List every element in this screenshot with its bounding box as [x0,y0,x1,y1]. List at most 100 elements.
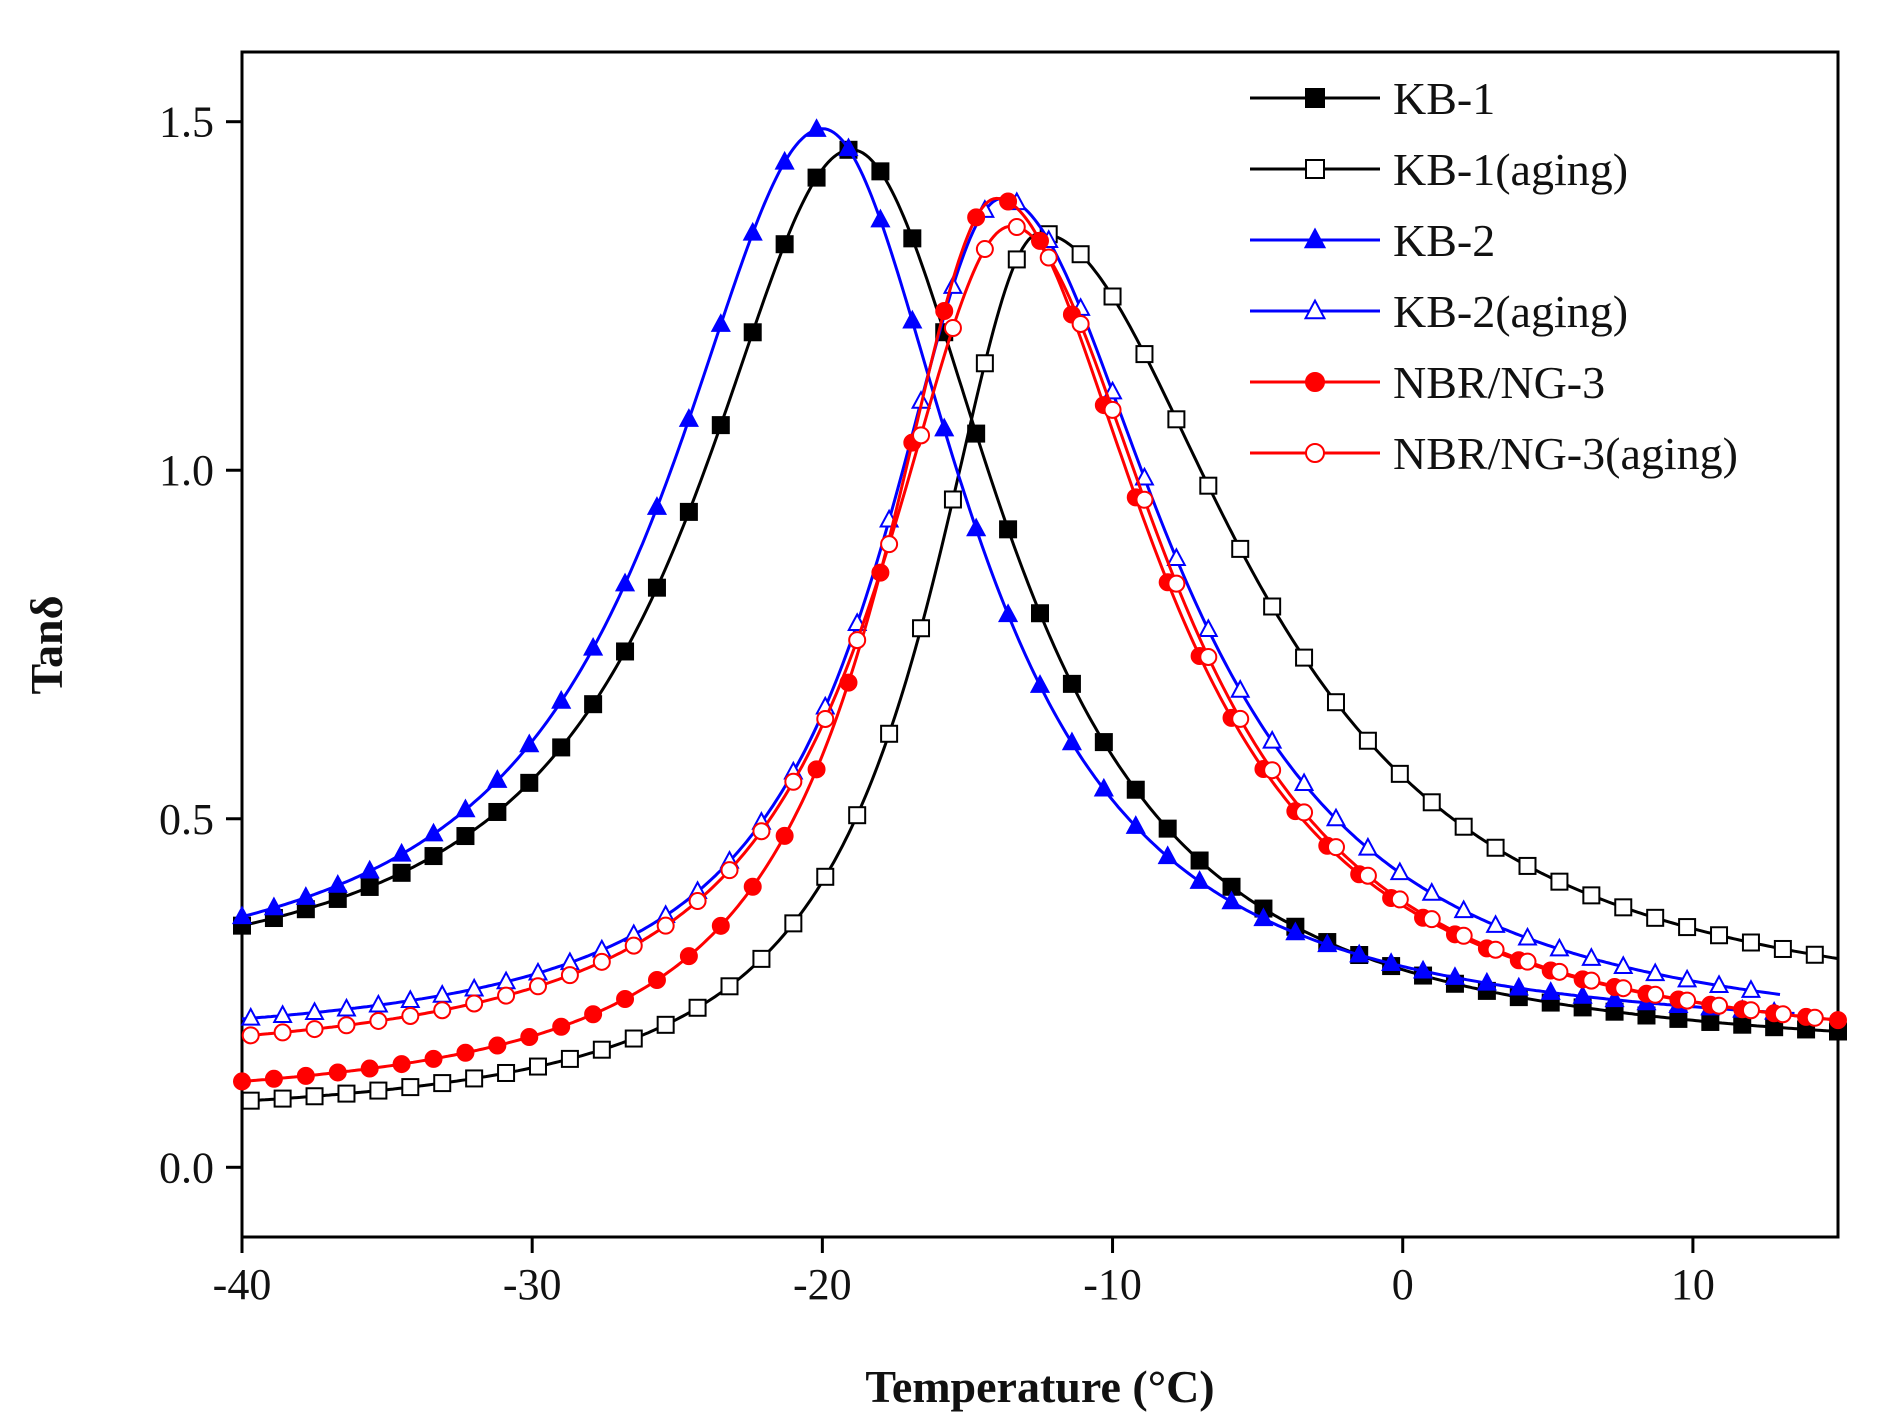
legend-label: NBR/NG-3 [1393,357,1605,408]
x-tick-label: 0 [1392,1260,1414,1309]
data-point-filled-triangle [231,905,253,925]
data-point-open-circle [369,1011,388,1030]
data-point-open-circle [1486,940,1505,959]
data-point-open-triangle [1677,968,1698,988]
data-point-filled-triangle [902,309,923,329]
x-tick-label: -20 [793,1260,852,1309]
data-point-open-triangle [1645,962,1666,982]
data-point-filled-circle [328,1063,347,1082]
data-point-filled-square [1190,851,1209,870]
data-point-open-circle [1135,490,1154,509]
data-point-filled-circle [552,1017,571,1036]
data-point-open-square [241,1091,260,1110]
data-point-filled-circle [584,1005,603,1024]
data-point-open-square [369,1081,388,1100]
data-point-filled-triangle [1508,976,1529,996]
data-point-open-circle [943,319,962,338]
data-point-filled-square [711,416,730,435]
series-layer [231,118,1847,1110]
data-point-filled-circle [1031,231,1049,250]
data-point-open-square [1678,918,1697,937]
data-point-open-triangle [1134,466,1155,486]
y-tick-label: 1.5 [159,98,214,147]
data-point-filled-circle [456,1043,475,1062]
data-point-filled-square [1031,604,1049,623]
data-point-open-triangle [1262,729,1283,749]
data-point-open-circle [880,535,899,554]
data-point-open-circle [273,1023,292,1042]
data-point-open-square [816,867,835,886]
data-point-filled-triangle [646,496,668,515]
data-point-open-circle [1039,248,1058,267]
data-point-open-triangle [272,1004,293,1023]
data-point-filled-square [328,889,347,908]
data-point-filled-square [456,827,475,846]
data-point-filled-triangle [1381,952,1402,971]
data-point-filled-square [552,738,571,757]
data-point-filled-triangle [1303,227,1327,249]
data-point-filled-square [679,502,698,521]
series-KB-1 [233,140,1847,1041]
data-point-filled-square [999,520,1018,539]
data-point-open-circle [1741,1001,1760,1020]
data-point-open-circle [465,994,484,1013]
data-point-open-square [848,806,867,825]
data-point-filled-triangle [614,572,636,592]
series-line [241,224,1839,1038]
data-point-filled-square [871,162,890,181]
data-point-filled-square [1733,1015,1752,1034]
data-point-open-circle [1454,926,1473,945]
data-point-open-square [1135,345,1154,364]
data-point-open-triangle [1303,298,1327,320]
data-point-open-circle [1007,218,1026,237]
data-point-open-square [656,1015,675,1034]
data-point-open-circle [497,986,516,1005]
data-point-open-square [1199,476,1218,495]
data-point-filled-circle [743,877,762,896]
data-point-open-square [1422,793,1441,812]
data-point-filled-square [647,578,666,597]
data-point-open-square [1550,872,1569,891]
data-point-open-circle [720,861,739,880]
data-point-open-circle [241,1026,260,1045]
data-point-filled-triangle [806,118,827,137]
data-point-open-square [1646,908,1665,927]
y-axis-title: Tanδ [21,596,72,695]
legend-item: NBR/NG-3 [1250,357,1605,408]
data-point-open-circle [1518,952,1537,971]
data-point-filled-triangle [1540,981,1561,1000]
data-point-open-square [1741,933,1760,952]
data-point-open-square [1305,159,1325,179]
data-point-open-triangle [1581,947,1602,966]
data-point-filled-circle [679,947,698,966]
data-point-open-circle [1550,962,1569,981]
data-point-open-square [337,1084,356,1103]
data-point-open-triangle [1708,974,1730,993]
x-tick-label: -30 [503,1260,562,1309]
data-point-filled-circle [233,1072,251,1091]
data-point-filled-triangle [966,517,987,537]
data-point-open-triangle [1293,772,1315,792]
data-point-filled-triangle [1285,921,1306,941]
data-point-filled-triangle [455,798,476,818]
data-point-open-triangle [1517,926,1538,946]
data-point-open-triangle [240,1006,261,1026]
data-point-open-circle [1199,647,1218,666]
data-point-filled-square [743,323,762,342]
data-point-filled-triangle [1157,845,1178,865]
data-point-filled-circle [488,1036,507,1055]
y-tick-label: 1.0 [159,446,214,495]
data-point-open-square [497,1063,516,1082]
data-point-open-square [975,354,994,373]
data-point-filled-triangle [551,690,572,709]
data-point-open-square [1263,597,1282,616]
data-point-open-square [401,1078,420,1097]
data-point-open-square [1454,817,1473,836]
data-point-filled-square [488,802,507,821]
data-point-open-circle [560,966,579,985]
legend-item: KB-2(aging) [1250,286,1628,337]
data-point-filled-triangle [710,313,731,332]
data-point-filled-triangle [1221,890,1242,910]
data-point-filled-triangle [327,874,348,893]
data-point-open-circle [592,952,611,971]
